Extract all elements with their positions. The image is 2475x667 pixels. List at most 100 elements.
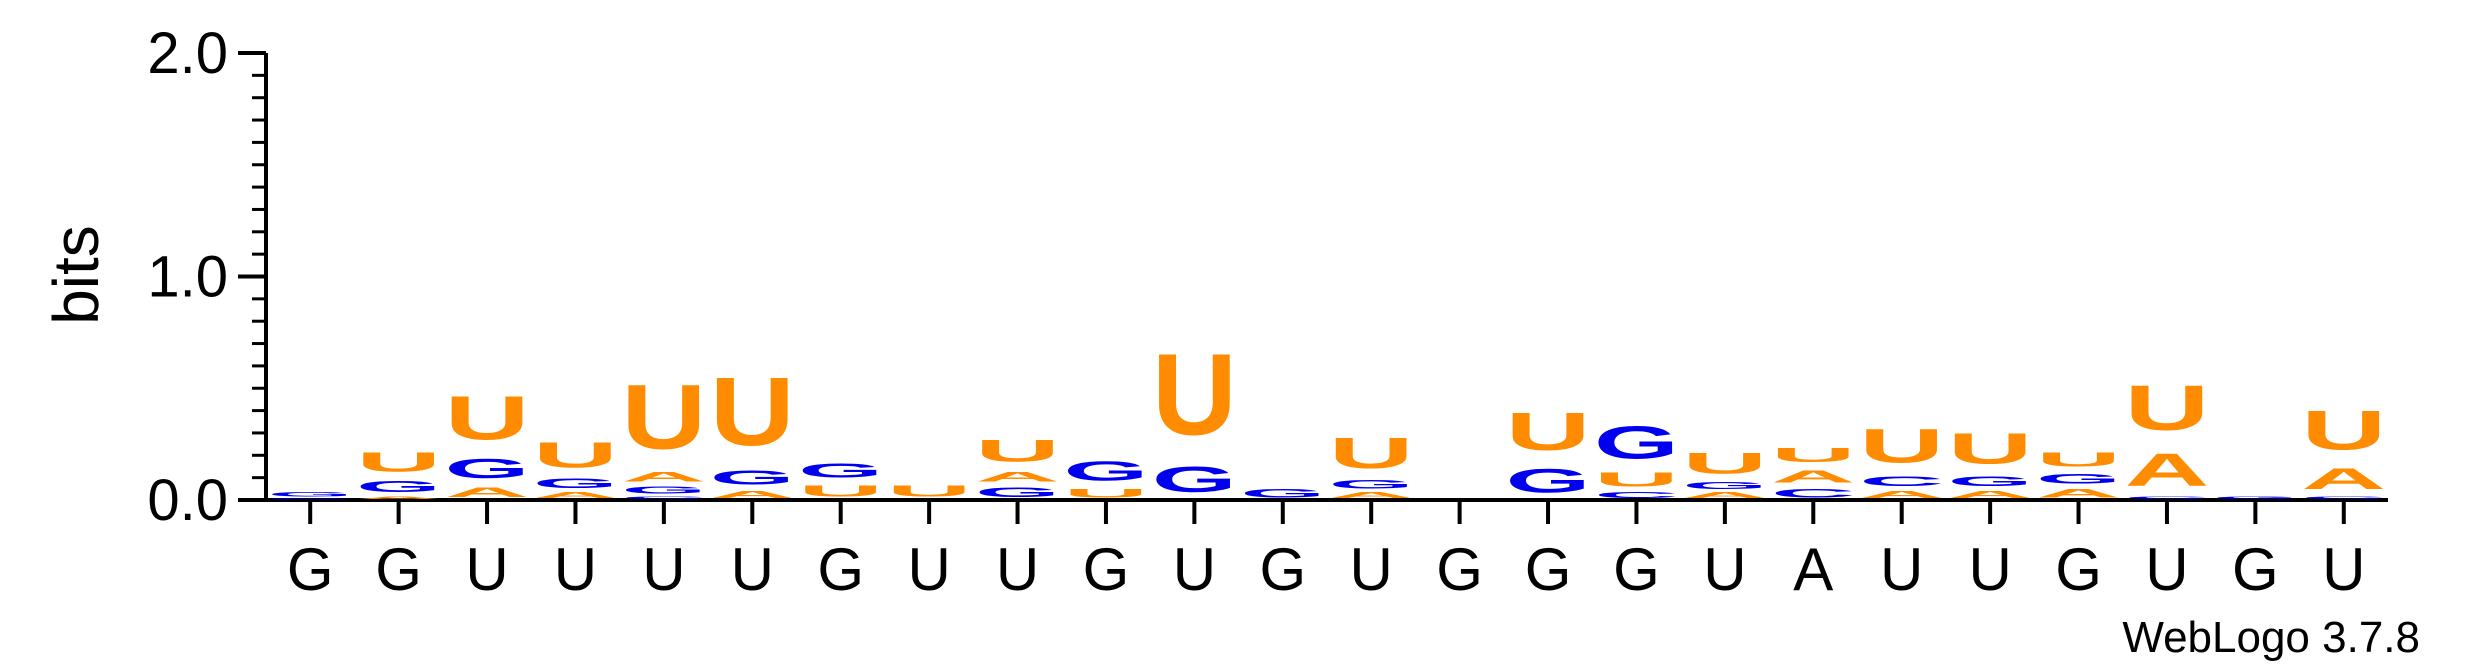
position-stack: U <box>887 482 972 500</box>
position-stack: CAU <box>2301 399 2386 500</box>
logo-letter-g: G <box>356 477 441 495</box>
consensus-label: U <box>554 536 597 603</box>
position-stack: ACU <box>1859 420 1944 500</box>
y-axis-label: bits <box>40 225 112 325</box>
consensus-label: U <box>2322 536 2365 603</box>
logo-letter-g: G <box>1948 473 2033 488</box>
logo-letter-c: C <box>2125 496 2210 500</box>
logo-letter-c: C <box>1771 486 1856 499</box>
position-stack: CG <box>268 491 353 500</box>
y-tick-label: 0.0 <box>147 468 228 533</box>
logo-letter-u: U <box>1859 420 1944 473</box>
logo-letter-u: U <box>1329 428 1414 477</box>
logo-letter-g: G <box>1682 480 1767 491</box>
consensus-label: G <box>2232 536 2279 603</box>
logo-letter-u: U <box>1771 444 1856 466</box>
logo-letter-u: U <box>445 383 530 452</box>
position-stack: AGU <box>1329 428 1414 500</box>
logo-letter-g: G <box>1240 487 1325 500</box>
logo-letter-g: G <box>1064 455 1149 486</box>
logo-letter-u: U <box>2125 373 2210 445</box>
consensus-label: A <box>1793 536 1833 603</box>
logo-letter-a: A <box>621 469 706 485</box>
logo-letter-g: G <box>533 476 618 491</box>
position-stack: UG <box>798 460 883 500</box>
logo-letter-u: U <box>798 482 883 500</box>
logo-letter-c: C <box>1859 473 1944 489</box>
consensus-label: U <box>642 536 685 603</box>
logo-letter-c: C <box>1594 491 1679 500</box>
weblogo-credit: WebLogo 3.7.8 <box>2122 613 2420 662</box>
logo-letter-g: G <box>1329 478 1414 491</box>
logo-letter-u: U <box>1594 469 1679 491</box>
logo-letter-g: G <box>621 484 706 495</box>
logo-letter-g: G <box>445 453 530 484</box>
logo-letter-c: C <box>268 498 353 500</box>
logo-letter-g: G <box>1152 460 1237 500</box>
consensus-label: G <box>1525 536 1572 603</box>
logo-letter-a: A <box>1771 466 1856 486</box>
consensus-label: G <box>1436 536 1483 603</box>
logo-letter-g: G <box>1506 462 1591 500</box>
position-stack: AGU <box>1948 424 2033 500</box>
y-tick-label: 2.0 <box>147 21 228 86</box>
position-stack: UG <box>1064 455 1149 500</box>
consensus-label: G <box>287 536 334 603</box>
logo-letter-a: A <box>2036 486 2121 499</box>
logo-letter-u: U <box>621 367 706 469</box>
y-axis: 0.0 1.0 2.0 <box>147 21 268 533</box>
logo-letter-u: U <box>2301 399 2386 462</box>
consensus-label: U <box>2145 536 2188 603</box>
logo-letter-u: U <box>2036 449 2121 471</box>
consensus-label: U <box>1880 536 1923 603</box>
consensus-label: U <box>731 536 774 603</box>
logo-letter-g: G <box>1594 417 1679 469</box>
y-tick-label: 1.0 <box>147 245 228 310</box>
consensus-label: U <box>1173 536 1216 603</box>
consensus-label: U <box>996 536 1039 603</box>
consensus-label: U <box>1968 536 2011 603</box>
consensus-label: G <box>1259 536 1306 603</box>
logo-letter-c: C <box>621 496 706 500</box>
logo-letter-u: U <box>1152 329 1237 459</box>
logo-letter-u: U <box>1506 402 1591 462</box>
logo-letter-u: U <box>356 447 441 478</box>
logo-letter-a: A <box>2301 462 2386 496</box>
logo-letter-a: A <box>1948 489 2033 500</box>
position-stack: GU <box>1152 329 1237 500</box>
consensus-label: U <box>1350 536 1393 603</box>
logo-letter-u: U <box>887 482 972 500</box>
position-stack: AGU <box>445 383 530 499</box>
logo-letter-a: A <box>533 491 618 500</box>
consensus-label: U <box>1703 536 1746 603</box>
consensus-label: U <box>465 536 508 603</box>
logo-letter-g: G <box>268 491 353 498</box>
position-stack: AGU <box>2036 449 2121 500</box>
logo-letter-c: C <box>2301 496 2386 500</box>
position-stack: GAU <box>975 433 1060 500</box>
logo-letter-g: G <box>2036 471 2121 486</box>
position-stack: G <box>1240 487 1325 500</box>
position-stack: AGU <box>533 435 618 500</box>
logo-letter-a: A <box>1682 491 1767 500</box>
consensus-label: G <box>375 536 422 603</box>
logo-letter-a: A <box>710 489 795 500</box>
logo-letter-g: G <box>975 485 1060 500</box>
consensus-label: U <box>907 536 950 603</box>
consensus-label: G <box>817 536 864 603</box>
consensus-label: G <box>1083 536 1130 603</box>
logo-letter-a: A <box>2125 444 2210 495</box>
position-stack: AGU <box>356 447 441 500</box>
logo-letter-a: A <box>356 496 441 500</box>
position-stack: AGU <box>710 356 795 500</box>
consensus-label: G <box>2055 536 2102 603</box>
position-stack: AGU <box>1682 446 1767 500</box>
position-stack: G <box>2213 496 2298 500</box>
logo-letter-a: A <box>1859 489 1944 500</box>
logo-letter-u: U <box>975 433 1060 469</box>
position-stack: CAU <box>1771 444 1856 500</box>
